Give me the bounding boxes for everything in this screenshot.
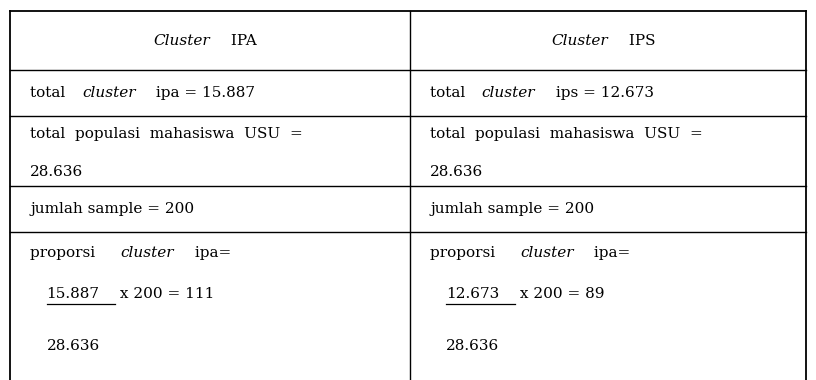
Text: Cluster: Cluster <box>153 34 210 48</box>
Text: ipa = 15.887: ipa = 15.887 <box>151 86 255 100</box>
Text: x 200 = 111: x 200 = 111 <box>115 288 215 301</box>
Text: total  populasi  mahasiswa  USU  =: total populasi mahasiswa USU = <box>430 127 703 141</box>
Text: ipa=: ipa= <box>589 246 631 260</box>
Text: 12.673: 12.673 <box>446 288 499 301</box>
Text: ipa=: ipa= <box>189 246 231 260</box>
Text: IPA: IPA <box>226 34 257 48</box>
Text: Cluster: Cluster <box>551 34 608 48</box>
Text: total: total <box>430 86 470 100</box>
Text: 28.636: 28.636 <box>30 165 83 179</box>
Text: proporsi: proporsi <box>430 246 500 260</box>
Text: 15.887: 15.887 <box>47 288 100 301</box>
Text: 28.636: 28.636 <box>430 165 483 179</box>
Text: 28.636: 28.636 <box>47 339 100 353</box>
Text: cluster: cluster <box>82 86 135 100</box>
Text: jumlah sample = 200: jumlah sample = 200 <box>430 202 594 216</box>
Text: proporsi: proporsi <box>30 246 100 260</box>
Text: cluster: cluster <box>521 246 574 260</box>
Text: total: total <box>30 86 70 100</box>
Text: ips = 12.673: ips = 12.673 <box>551 86 654 100</box>
Text: total  populasi  mahasiswa  USU  =: total populasi mahasiswa USU = <box>30 127 303 141</box>
Text: cluster: cluster <box>481 86 535 100</box>
Text: x 200 = 89: x 200 = 89 <box>515 288 605 301</box>
Text: jumlah sample = 200: jumlah sample = 200 <box>30 202 194 216</box>
Text: 28.636: 28.636 <box>446 339 499 353</box>
Text: IPS: IPS <box>624 34 655 48</box>
Text: cluster: cluster <box>121 246 174 260</box>
